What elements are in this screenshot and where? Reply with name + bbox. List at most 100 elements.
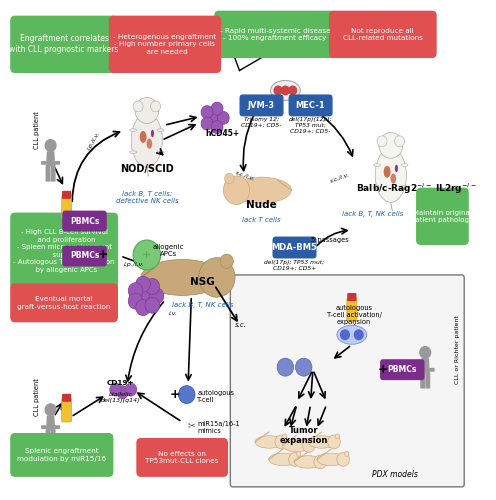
Ellipse shape — [283, 439, 311, 452]
FancyBboxPatch shape — [10, 284, 118, 323]
FancyBboxPatch shape — [62, 246, 107, 266]
FancyBboxPatch shape — [429, 368, 434, 372]
FancyBboxPatch shape — [41, 161, 47, 165]
Circle shape — [337, 452, 350, 466]
Circle shape — [277, 358, 294, 376]
Circle shape — [344, 452, 349, 456]
Text: CLL patient: CLL patient — [34, 378, 40, 416]
Polygon shape — [46, 416, 55, 430]
Circle shape — [201, 117, 213, 130]
Circle shape — [135, 98, 159, 124]
Ellipse shape — [131, 113, 163, 168]
FancyBboxPatch shape — [347, 293, 357, 301]
Ellipse shape — [373, 186, 380, 188]
Ellipse shape — [140, 131, 146, 143]
Circle shape — [136, 276, 150, 292]
Ellipse shape — [130, 151, 136, 154]
Ellipse shape — [130, 129, 136, 132]
Circle shape — [220, 254, 233, 268]
Ellipse shape — [269, 453, 297, 466]
Text: lack B, T, NK cells: lack B, T, NK cells — [172, 302, 234, 308]
Text: 5 passages: 5 passages — [311, 237, 349, 243]
Text: Nude: Nude — [246, 200, 277, 210]
Text: - Rapid multi-systemic disease
- 100% engraftment efficacy: - Rapid multi-systemic disease - 100% en… — [220, 28, 330, 41]
Text: autologous
T-cell: autologous T-cell — [197, 390, 234, 402]
Text: Balb/c-Rag2$^{-/-}$ IL2rg$^{-/-}$: Balb/c-Rag2$^{-/-}$ IL2rg$^{-/-}$ — [357, 182, 477, 196]
Text: CLL or Richter patient: CLL or Richter patient — [455, 316, 460, 384]
Text: MEC-1: MEC-1 — [296, 101, 325, 110]
Circle shape — [217, 112, 229, 124]
FancyBboxPatch shape — [62, 196, 71, 219]
Text: allogenic
APCs: allogenic APCs — [153, 244, 184, 256]
FancyBboxPatch shape — [62, 210, 107, 232]
Text: lack T cells: lack T cells — [242, 217, 281, 223]
FancyBboxPatch shape — [416, 368, 421, 372]
Circle shape — [117, 386, 128, 398]
Ellipse shape — [401, 164, 408, 166]
FancyBboxPatch shape — [136, 438, 228, 477]
Polygon shape — [421, 358, 430, 373]
Text: Splenic engraftment
modulation by miR15/16: Splenic engraftment modulation by miR15/… — [17, 448, 106, 462]
FancyBboxPatch shape — [347, 298, 357, 322]
Ellipse shape — [255, 436, 284, 448]
Text: No effects on
TP53mut-CLL clones: No effects on TP53mut-CLL clones — [145, 450, 219, 464]
Text: - High CLL B-cell survival
  and proliferation
- Spleen microenvironment
  suppo: - High CLL B-cell survival and prolifera… — [13, 230, 115, 273]
FancyBboxPatch shape — [240, 94, 284, 116]
Text: biallelic
del(13)(q14): biallelic del(13)(q14) — [101, 392, 140, 403]
Circle shape — [288, 86, 297, 96]
FancyBboxPatch shape — [46, 430, 51, 446]
Text: s.c.: s.c. — [235, 322, 247, 328]
Text: hCD45+: hCD45+ — [205, 130, 240, 138]
Text: PBMCs: PBMCs — [387, 365, 417, 374]
Circle shape — [314, 455, 326, 469]
Circle shape — [328, 435, 340, 449]
FancyBboxPatch shape — [10, 16, 118, 73]
Text: Not reproduce all
CLL-related mutations: Not reproduce all CLL-related mutations — [343, 28, 423, 41]
Text: PDX models: PDX models — [372, 470, 418, 480]
Circle shape — [420, 346, 431, 358]
Circle shape — [275, 435, 288, 449]
Ellipse shape — [317, 453, 345, 466]
Circle shape — [281, 86, 290, 96]
Text: autologous
T-cell activation/
expansion: autologous T-cell activation/ expansion — [327, 305, 381, 325]
Text: +: + — [142, 250, 152, 260]
Text: ✂: ✂ — [187, 420, 195, 430]
Circle shape — [128, 282, 143, 298]
Text: PBMCs: PBMCs — [70, 252, 99, 260]
Text: CLL patient: CLL patient — [34, 112, 40, 150]
Ellipse shape — [395, 164, 398, 172]
Text: i.p./i.v.: i.p./i.v. — [86, 130, 101, 150]
Text: - Heterogenous engraftment
- High number primary cells
  are needed: - Heterogenous engraftment - High number… — [114, 34, 217, 55]
Ellipse shape — [390, 174, 396, 184]
Circle shape — [136, 300, 150, 316]
Text: MDA-BM5: MDA-BM5 — [272, 243, 317, 252]
Ellipse shape — [294, 456, 322, 468]
Text: lack B, T, NK cells: lack B, T, NK cells — [342, 211, 403, 217]
Circle shape — [395, 136, 405, 146]
FancyBboxPatch shape — [420, 372, 425, 388]
Circle shape — [133, 101, 143, 112]
Circle shape — [296, 452, 301, 456]
Circle shape — [354, 330, 364, 340]
FancyBboxPatch shape — [62, 191, 71, 199]
Circle shape — [211, 102, 223, 115]
Circle shape — [128, 293, 143, 309]
FancyBboxPatch shape — [55, 161, 60, 165]
Circle shape — [145, 278, 160, 294]
Circle shape — [340, 330, 350, 340]
FancyBboxPatch shape — [62, 394, 71, 402]
FancyBboxPatch shape — [272, 236, 316, 258]
Ellipse shape — [157, 151, 164, 154]
Ellipse shape — [337, 326, 367, 344]
Text: lack B, T cells;
defective NK cells: lack B, T cells; defective NK cells — [116, 191, 178, 204]
FancyBboxPatch shape — [230, 275, 464, 487]
Circle shape — [45, 140, 56, 151]
Text: s.c./i.v.: s.c./i.v. — [235, 170, 255, 181]
FancyBboxPatch shape — [55, 425, 60, 429]
Circle shape — [289, 452, 301, 466]
Ellipse shape — [270, 80, 300, 100]
FancyBboxPatch shape — [46, 165, 51, 182]
FancyBboxPatch shape — [51, 165, 56, 182]
Text: i.v.: i.v. — [169, 311, 178, 316]
Ellipse shape — [401, 186, 408, 188]
